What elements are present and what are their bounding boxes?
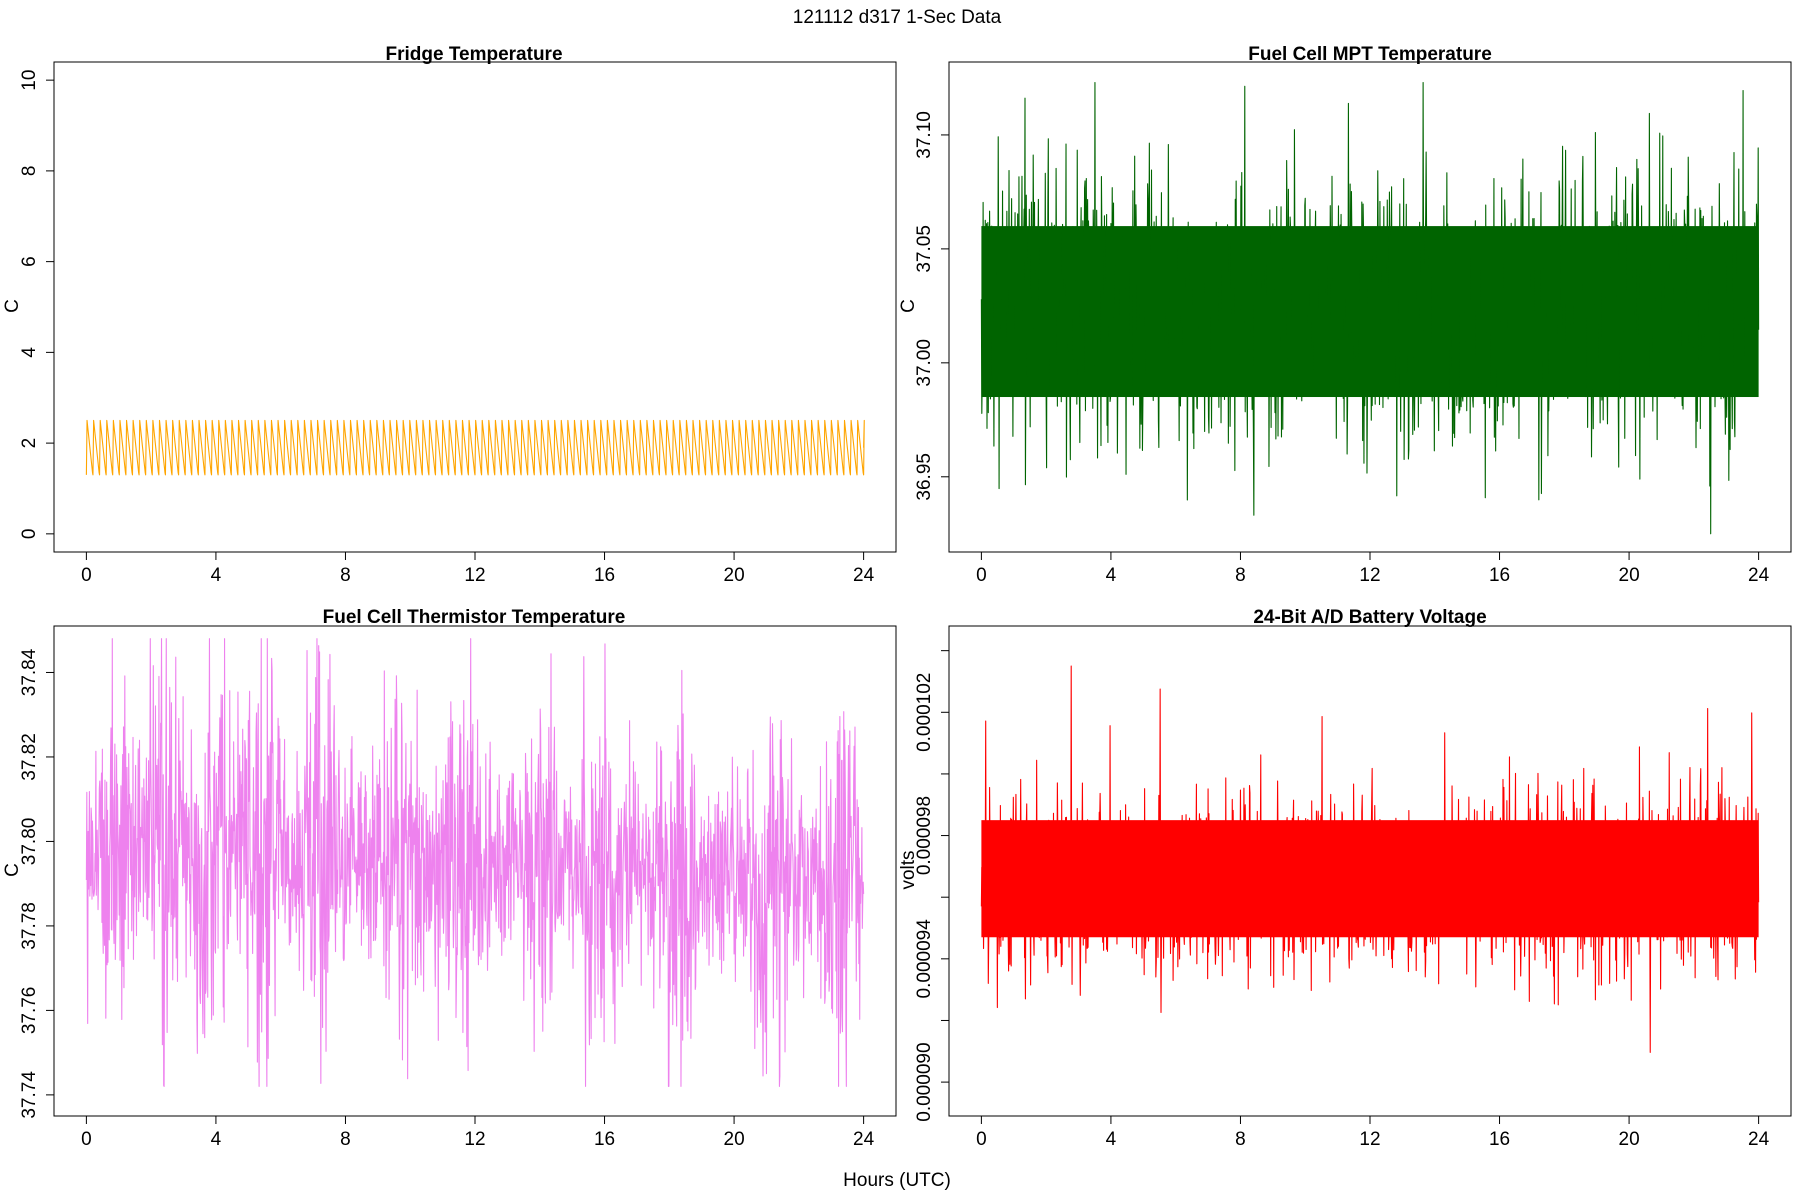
chart-panel-fuel-cell-thermistor-temperature: Fuel Cell Thermistor Temperature C 0 4 8 12…: [2, 607, 897, 1150]
x-tick-label: 4: [1106, 565, 1117, 586]
x-tick-label: 8: [1235, 1129, 1246, 1150]
x-tick-label: 24: [1748, 1129, 1770, 1150]
y-axis-label: C: [2, 863, 23, 877]
y-tick-label: 37.84: [19, 648, 40, 696]
x-tick-label: 0: [976, 1129, 987, 1150]
figure-x-axis-label: Hours (UTC): [843, 1170, 951, 1191]
figure-title: 121112 d317 1-Sec Data: [793, 7, 1002, 28]
y-tick-label: 2: [19, 438, 40, 449]
x-axis: 0 4 8 12 16 20 24: [976, 1115, 1770, 1150]
x-tick-label: 0: [81, 1129, 92, 1150]
x-tick-label: 0: [976, 565, 987, 586]
series-layer: [980, 665, 1760, 1053]
x-tick-label: 4: [211, 1129, 222, 1150]
series-layer: [85, 638, 865, 1087]
x-tick-label: 24: [853, 1129, 875, 1150]
y-tick-label: 37.80: [19, 818, 40, 866]
x-tick-label: 16: [594, 565, 615, 586]
y-tick-label: 37.76: [19, 987, 40, 1035]
x-axis: 0 4 8 12 16 20 24: [976, 551, 1770, 586]
y-axis-label: C: [2, 299, 23, 313]
y-tick-label: 37.10: [914, 111, 935, 159]
y-tick-label: 0: [19, 529, 40, 540]
y-tick-label: 37.78: [19, 902, 40, 950]
x-tick-label: 12: [1359, 1129, 1380, 1150]
series-layer: [980, 81, 1760, 535]
y-tick-label: 0.000094: [914, 919, 935, 999]
x-tick-label: 12: [464, 1129, 485, 1150]
y-tick-label: 0.000090: [914, 1042, 935, 1121]
y-tick-label: 4: [19, 347, 40, 358]
x-tick-label: 8: [1235, 565, 1246, 586]
y-tick-label: 36.95: [914, 453, 935, 501]
series-layer: [85, 419, 865, 476]
x-axis: 0 4 8 12 16 20 24: [81, 1115, 875, 1150]
x-tick-label: 16: [1489, 1129, 1510, 1150]
x-tick-label: 4: [211, 565, 222, 586]
x-tick-label: 8: [340, 1129, 351, 1150]
chart-title: Fridge Temperature: [385, 44, 562, 65]
y-axis-label: volts: [898, 850, 919, 889]
x-tick-label: 8: [340, 565, 351, 586]
y-tick-label: 8: [19, 166, 40, 177]
x-tick-label: 24: [853, 565, 875, 586]
x-axis: 0 4 8 12 16 20 24: [81, 551, 875, 586]
chart-title: Fuel Cell Thermistor Temperature: [323, 607, 626, 628]
y-tick-label: 37.82: [19, 733, 40, 781]
x-tick-label: 12: [1359, 565, 1380, 586]
x-tick-label: 20: [724, 565, 745, 586]
x-tick-label: 20: [724, 1129, 745, 1150]
y-tick-label: 10: [19, 70, 40, 91]
series-line: [980, 81, 1760, 535]
x-tick-label: 0: [81, 565, 92, 586]
y-axis: 36.95 37.00 37.05 37.10: [914, 111, 950, 501]
chart-title: Fuel Cell MPT Temperature: [1248, 44, 1492, 65]
x-tick-label: 24: [1748, 565, 1770, 586]
x-tick-label: 16: [1489, 565, 1510, 586]
y-axis-label: C: [898, 299, 919, 313]
y-tick-label: 37.05: [914, 225, 935, 273]
y-tick-label: 0.000102: [914, 673, 935, 752]
chart-title: 24-Bit A/D Battery Voltage: [1253, 607, 1486, 628]
y-axis: 0.000090 0.000094 0.000098 0.000102: [914, 650, 950, 1122]
chart-panel-battery-voltage: 24-Bit A/D Battery Voltage volts 0 4 8 12 16…: [898, 607, 1792, 1150]
y-axis: 37.74 37.76 37.78 37.80 37.82 37.84: [19, 648, 55, 1119]
x-tick-label: 16: [594, 1129, 615, 1150]
series-line: [85, 419, 865, 476]
y-tick-label: 0.000098: [914, 796, 935, 875]
y-tick-label: 6: [19, 256, 40, 267]
x-tick-label: 12: [464, 565, 485, 586]
y-tick-label: 37.74: [19, 1071, 40, 1119]
chart-panel-fuel-cell-mpt-temperature: Fuel Cell MPT Temperature C 0 4 8 12 16 20 24 …: [898, 44, 1792, 586]
x-tick-label: 20: [1619, 1129, 1640, 1150]
series-line: [980, 665, 1760, 1053]
y-tick-label: 37.00: [914, 339, 935, 387]
series-line: [85, 638, 865, 1087]
x-tick-label: 20: [1619, 565, 1640, 586]
y-axis: 0 2 4 6 8 10: [19, 70, 55, 540]
x-tick-label: 4: [1106, 1129, 1117, 1150]
